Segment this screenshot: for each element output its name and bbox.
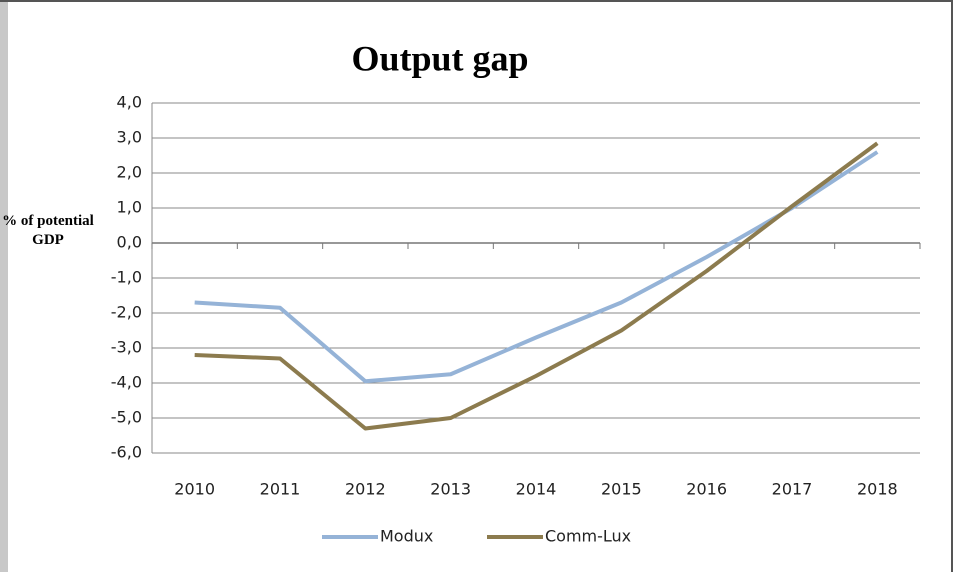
x-tick-label: 2012 [345, 480, 386, 499]
y-axis-label: % of potential GDP [2, 213, 94, 248]
y-tick-label: -6,0 [111, 443, 142, 462]
y-tick-label: 3,0 [117, 128, 142, 147]
y-tick-label: 0,0 [117, 233, 142, 252]
y-tick-label: -2,0 [111, 303, 142, 322]
left-frame [0, 0, 8, 572]
chart-title: Output gap [351, 38, 528, 78]
x-tick-label: 2017 [772, 480, 813, 499]
x-tick-label: 2014 [516, 480, 557, 499]
legend-label: Comm-Lux [545, 527, 631, 546]
legend-label: Modux [380, 527, 433, 546]
y-tick-label: 1,0 [117, 198, 142, 217]
y-tick-label: -4,0 [111, 373, 142, 392]
x-tick-label: 2010 [174, 480, 215, 499]
y-tick-label: -3,0 [111, 338, 142, 357]
x-tick-label: 2018 [857, 480, 898, 499]
x-tick-label: 2015 [601, 480, 642, 499]
x-tick-label: 2013 [430, 480, 471, 499]
y-tick-label: -1,0 [111, 268, 142, 287]
x-tick-label: 2016 [686, 480, 727, 499]
y-tick-label: 4,0 [117, 93, 142, 112]
y-tick-label: 2,0 [117, 163, 142, 182]
series-line [194, 150, 879, 384]
series-line [194, 141, 879, 431]
y-tick-label: -5,0 [111, 408, 142, 427]
x-tick-label: 2011 [260, 480, 301, 499]
